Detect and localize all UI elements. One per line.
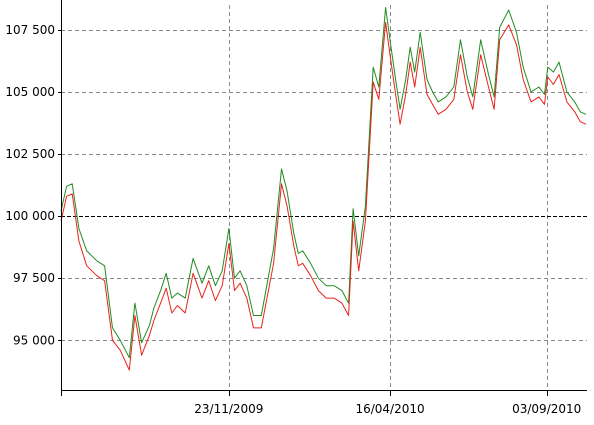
y-tick-labels: 95 000 97 500 100 000 102 500 105 000 107 500 (5, 23, 55, 347)
x-tick-label: 16/04/2010 (355, 402, 424, 416)
y-tick-label: 97 500 (13, 271, 55, 285)
axes (58, 0, 587, 396)
x-tick-labels: 23/11/2009 16/04/2010 03/09/2010 (194, 402, 581, 416)
x-tick-label: 03/09/2010 (512, 402, 581, 416)
y-tick-label: 107 500 (5, 23, 55, 37)
series-lines (60, 7, 587, 371)
y-tick-label: 102 500 (5, 147, 55, 161)
y-tick-label: 100 000 (5, 209, 55, 223)
series-line-1 (60, 7, 587, 359)
gridlines (61, 5, 587, 390)
y-tick-label: 95 000 (13, 333, 55, 347)
y-tick-label: 105 000 (5, 85, 55, 99)
x-tick-label: 23/11/2009 (194, 402, 263, 416)
series-line-2 (60, 21, 587, 371)
